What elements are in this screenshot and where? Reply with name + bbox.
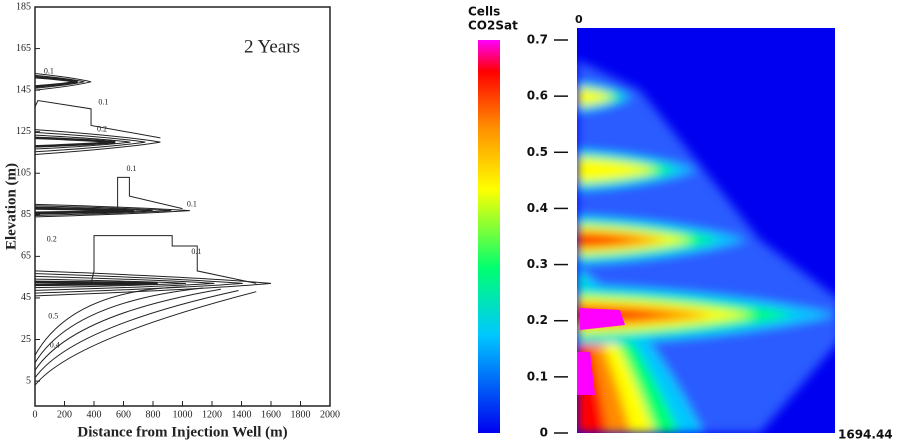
x-tick-label: 800 [146,409,161,420]
plume-region [577,235,639,245]
plume-region [577,308,625,395]
x-tick-label: 200 [57,409,72,420]
x-tick-label: 600 [116,409,131,420]
contour-line [34,280,158,287]
plume-region [577,88,615,106]
x-tick-label: 400 [87,409,102,420]
y-tick-label: 185 [16,1,31,12]
contour-line [34,288,221,371]
y-tick-label: 125 [16,126,31,137]
y-tick-label: 5 [26,375,31,386]
contour-line [34,287,204,364]
colorbar-tick-label: 0.5 [527,145,548,159]
y-tick-label: 25 [21,334,31,345]
contour-line [91,176,183,214]
y-axis-label: Elevation (m) [3,163,19,250]
contour-label: 0.1 [126,164,136,173]
y-tick-label: 165 [16,43,31,54]
colorbar-tick-label: 0.4 [527,201,548,215]
colorbar-tick-label: 0.3 [527,257,548,271]
y-tick-label: 105 [16,168,31,179]
contour-label: 0.4 [50,341,60,350]
colorbar-title: Cells [468,5,500,19]
contour-line [90,235,257,284]
y-tick-label: 65 [21,251,31,262]
contour-label: 0.1 [44,66,54,75]
colorbar-tick-label: 0.7 [527,33,548,47]
contour-line [34,273,243,294]
contour-line [34,275,215,291]
contour-line [34,136,116,148]
y-tick-label: 145 [16,84,31,95]
colorbar-tick-label: 0 [540,426,548,440]
annotation: 2 Years [244,36,300,57]
contour-label: 0.2 [47,235,57,244]
contour-line [34,289,239,379]
colorbar-tick-label: 0.6 [527,89,548,103]
y-tick-label: 85 [21,209,31,220]
contour-line [34,99,161,139]
colorbar-tick-label: 0.2 [527,313,548,327]
contour-line [34,291,257,386]
x-axis-label: Distance from Injection Well (m) [77,424,287,440]
x-tick-label: 1400 [232,409,252,420]
contour-label: 0.2 [97,124,107,133]
colorbar-tick-label: 0.1 [527,369,548,383]
x-extent-label: 0 [575,13,583,26]
x-tick-label: 1000 [173,409,193,420]
plume [577,60,835,433]
x-tick-label: 1600 [261,409,281,420]
contour-label: 0.1 [191,247,201,256]
contour-line [34,270,272,297]
contour-line [34,75,78,88]
contour-line [34,134,131,150]
x-tick-label: 0 [33,409,38,420]
x-extent-label: 1694.44 [838,428,893,441]
contour-line [34,278,187,289]
contour-panel: 5 25 45 65 85 105 125 145 165 185 0 200 400 600 800 100… [3,1,340,440]
y-tick-label: 45 [21,292,31,303]
x-tick-label: 1800 [291,409,311,420]
contour-label: 0.5 [48,311,58,320]
contour-line [34,207,135,215]
contour-label: 0.1 [187,199,197,208]
x-tick-label: 2000 [320,409,340,420]
contour-line [34,73,92,91]
contour-line [34,74,85,89]
plume-region [577,158,659,182]
contour-line [34,286,186,356]
contour-line [34,205,172,217]
x-tick-label: 1200 [202,409,222,420]
contour-label: 0.1 [98,97,108,106]
colorbar [478,40,500,433]
plot-frame [34,6,331,407]
colorbar-title: CO2Sat [468,19,518,33]
contour-line [34,131,146,153]
contour-line [34,203,190,218]
contour-line [34,129,161,156]
